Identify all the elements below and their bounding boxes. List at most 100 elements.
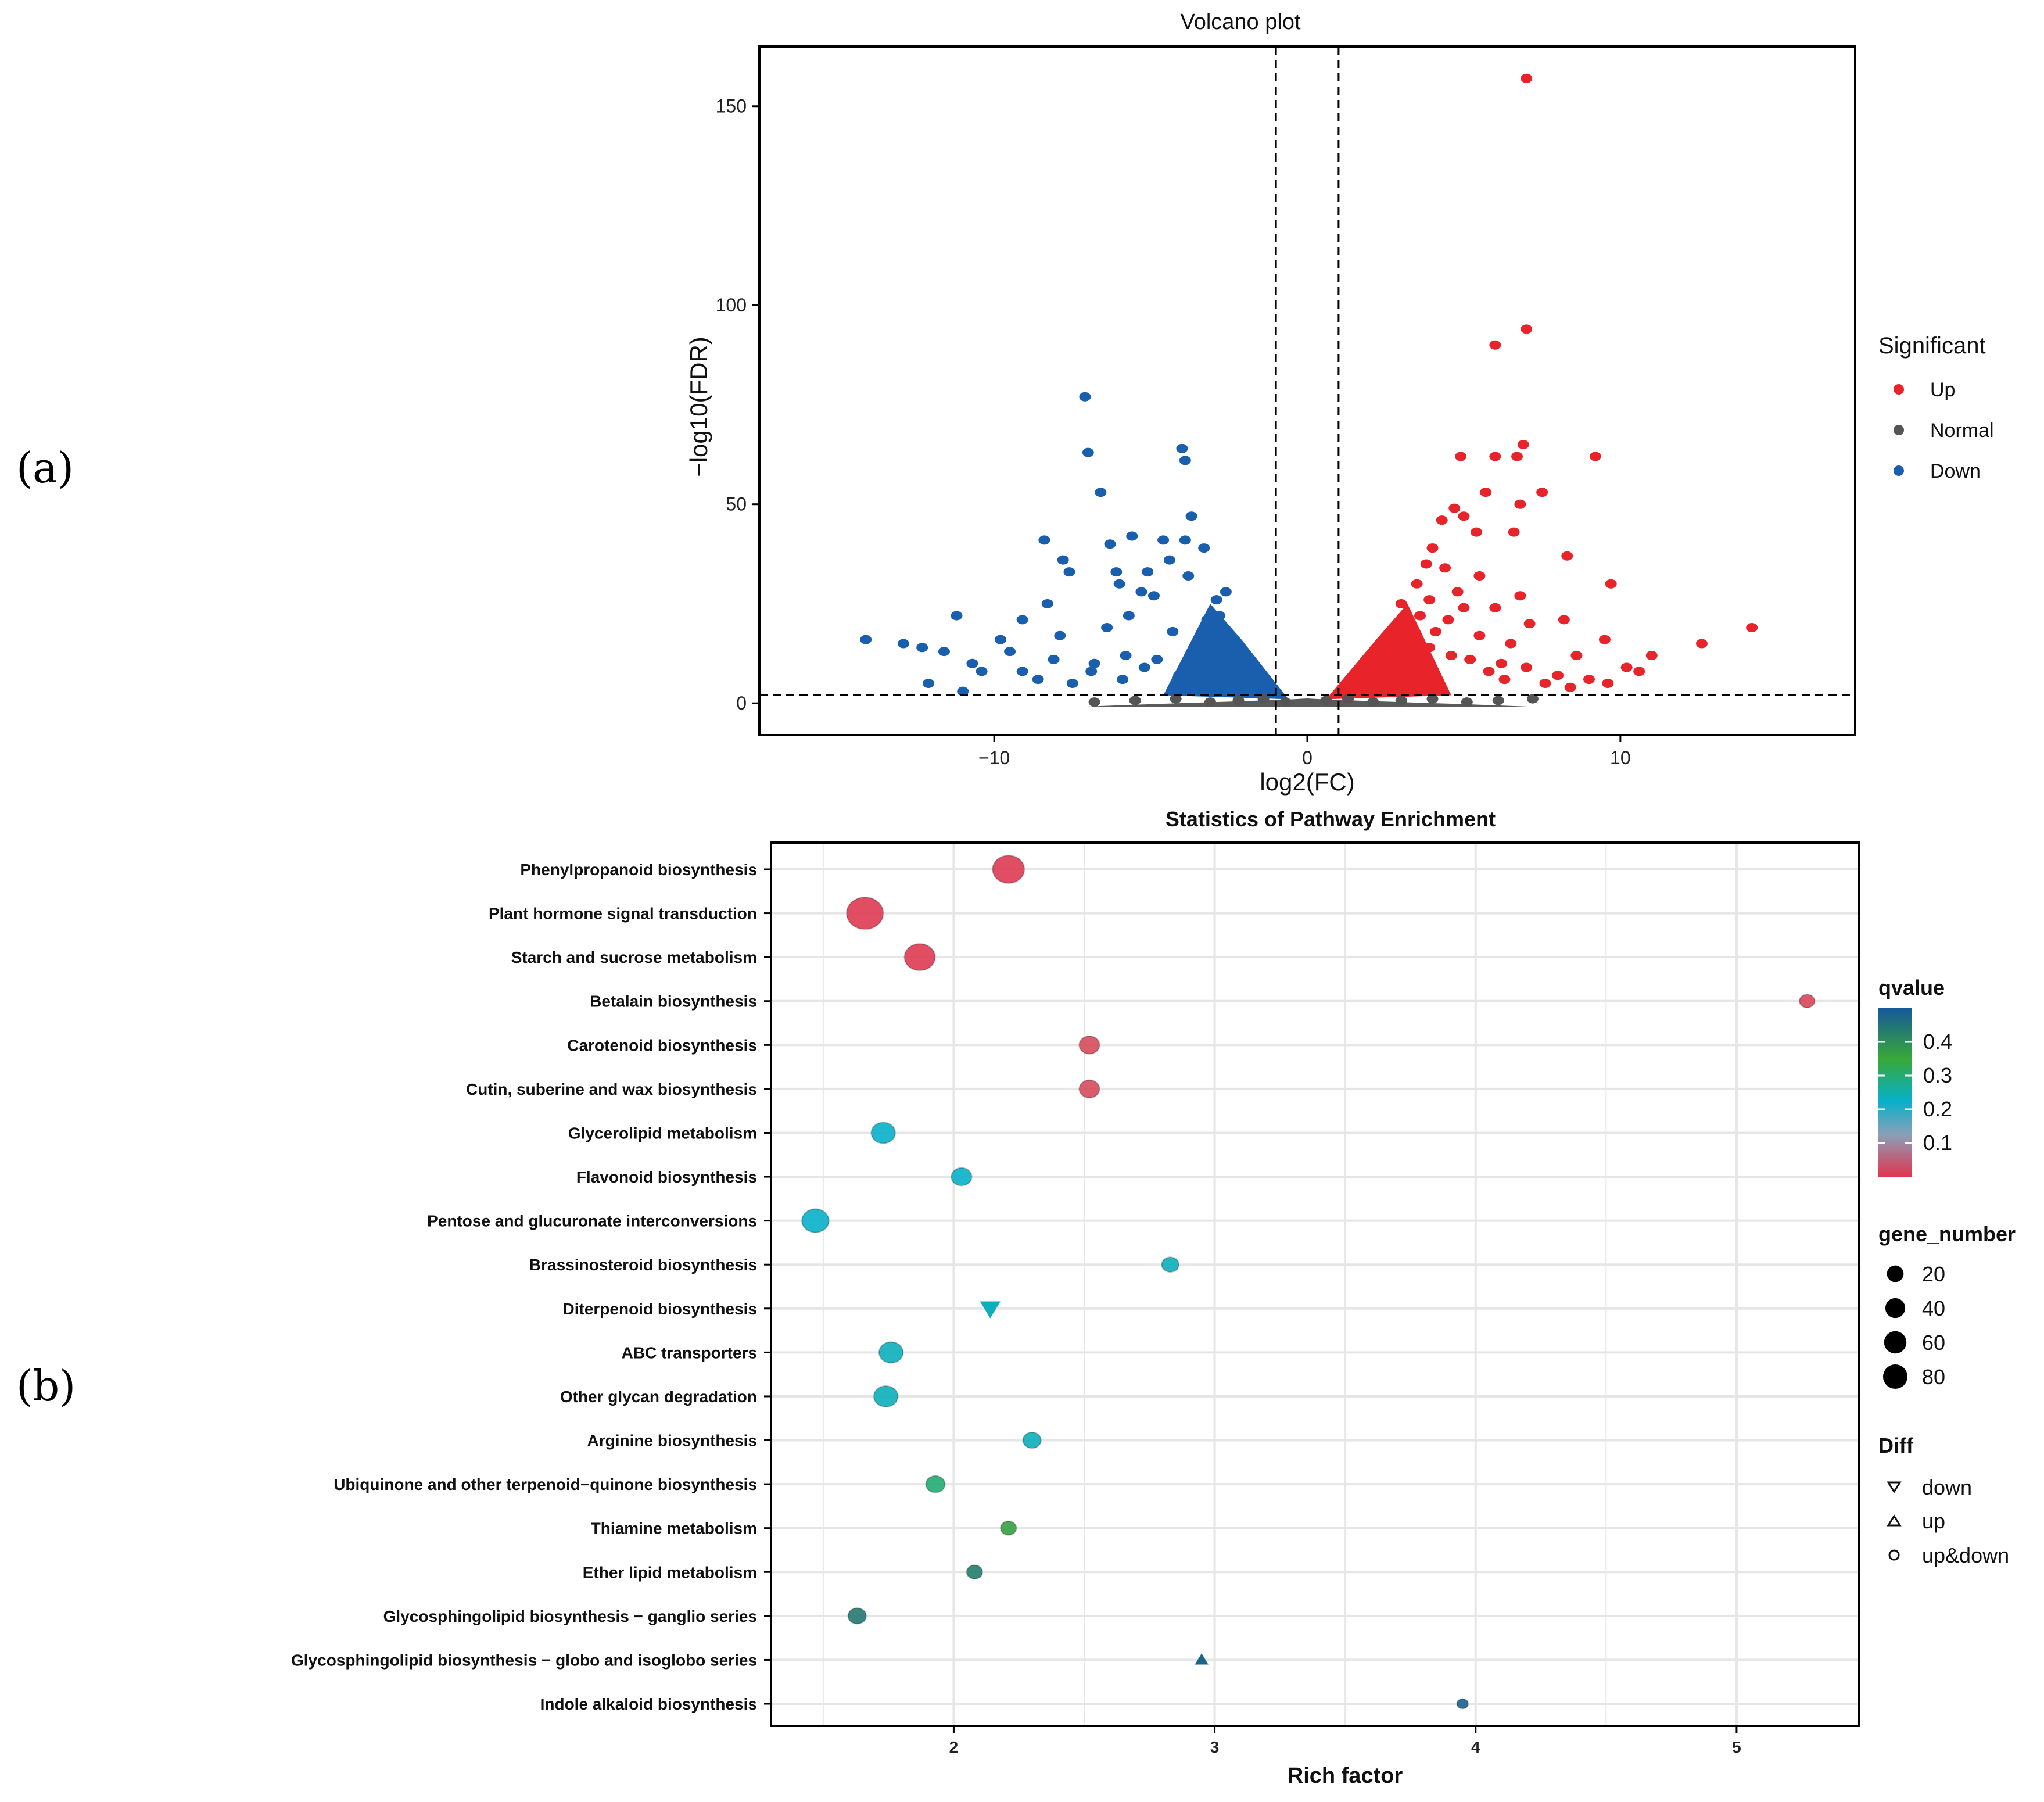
volcano-point-up bbox=[1561, 551, 1573, 561]
gene-number-label: 20 bbox=[1922, 1262, 1945, 1286]
enrichment-category-label: Carotenoid biosynthesis bbox=[567, 1036, 757, 1054]
diff-up-icon bbox=[1887, 1514, 1902, 1527]
volcano-y-tick-label: 100 bbox=[716, 295, 747, 316]
qvalue-tick-label: 0.2 bbox=[1923, 1097, 1952, 1121]
volcano-point-up bbox=[1389, 658, 1401, 668]
enrichment-point-updown bbox=[873, 1385, 899, 1407]
legend-normal-label: Normal bbox=[1930, 420, 1994, 442]
volcano-point-normal bbox=[1204, 697, 1216, 707]
volcano-point-up bbox=[1423, 595, 1436, 605]
volcano-point-down bbox=[1182, 571, 1195, 581]
volcano-point-down bbox=[1104, 539, 1116, 549]
enrichment-category-label: Arginine biosynthesis bbox=[587, 1432, 758, 1450]
volcano-point-up bbox=[1480, 488, 1492, 497]
volcano-point-up bbox=[1445, 651, 1457, 661]
volcano-point-down bbox=[1173, 671, 1185, 680]
qvalue-colorbar bbox=[1878, 1008, 1912, 1177]
enrichment-point-updown bbox=[951, 1167, 973, 1187]
volcano-point-down bbox=[1079, 392, 1091, 402]
volcano-point-normal bbox=[1526, 694, 1539, 704]
enrichment-category-label: Ether lipid metabolism bbox=[583, 1563, 757, 1581]
diff-down-label: down bbox=[1922, 1475, 1972, 1499]
volcano-y-axis-title: −log10(FDR) bbox=[685, 336, 712, 477]
enrichment-point-updown bbox=[847, 1607, 867, 1625]
volcano-point-up bbox=[1517, 439, 1529, 449]
volcano-point-up bbox=[1511, 452, 1523, 461]
normal-genes-band bbox=[1072, 698, 1543, 708]
legend-down-label: Down bbox=[1930, 460, 1981, 482]
volcano-point-down bbox=[1054, 630, 1066, 640]
volcano-point-up bbox=[1498, 675, 1511, 685]
volcano-point-up bbox=[1470, 527, 1482, 537]
enrichment-point-updown bbox=[1022, 1431, 1042, 1449]
volcano-point-up bbox=[1458, 603, 1470, 612]
diff-legend: Diff down up up&down bbox=[1878, 1434, 2009, 1567]
enrichment-point-down bbox=[980, 1301, 1001, 1319]
volcano-point-down bbox=[1088, 658, 1100, 668]
volcano-y-tick-label: 150 bbox=[716, 96, 747, 117]
enrichment-category-label: Cutin, suberine and wax biosynthesis bbox=[466, 1080, 757, 1098]
volcano-point-normal bbox=[1129, 696, 1141, 705]
volcano-point-normal bbox=[1257, 694, 1270, 704]
volcano-threshold-lines bbox=[759, 46, 1855, 735]
volcano-point-up bbox=[1746, 623, 1758, 633]
enrichment-category-label: Betalain biosynthesis bbox=[590, 993, 757, 1011]
volcano-point-up bbox=[1429, 626, 1441, 636]
volcano-point-up bbox=[1508, 527, 1520, 537]
enrichment-point-updown bbox=[966, 1564, 984, 1580]
volcano-point-down bbox=[1063, 567, 1075, 577]
volcano-point-normal bbox=[1426, 694, 1439, 704]
volcano-point-up bbox=[1420, 559, 1432, 569]
volcano-point-down bbox=[1207, 630, 1220, 640]
enrichment-x-axis-title: Rich factor bbox=[1288, 1764, 1403, 1788]
volcano-point-down bbox=[957, 686, 969, 696]
gene-number-size-marker bbox=[1885, 1298, 1906, 1319]
volcano-point-up bbox=[1439, 563, 1451, 573]
volcano-point-up bbox=[1523, 619, 1536, 629]
volcano-legend-title: Significant bbox=[1878, 333, 1986, 359]
volcano-point-up bbox=[1383, 635, 1395, 644]
volcano-point-down bbox=[994, 635, 1006, 644]
volcano-point-up bbox=[1633, 667, 1645, 676]
volcano-point-down bbox=[1123, 611, 1135, 621]
volcano-point-down bbox=[1142, 567, 1154, 577]
volcano-point-down bbox=[1117, 675, 1129, 685]
volcano-point-up bbox=[1558, 615, 1570, 625]
volcano-point-down bbox=[938, 647, 950, 657]
volcano-point-up bbox=[1505, 639, 1517, 649]
volcano-point-down bbox=[1057, 555, 1069, 565]
volcano-point-up bbox=[1536, 488, 1548, 497]
volcano-point-down bbox=[1004, 647, 1016, 657]
volcano-point-up bbox=[1458, 511, 1470, 521]
volcano-point-down bbox=[1157, 535, 1170, 545]
volcano-point-up bbox=[1602, 678, 1614, 688]
volcano-point-down bbox=[1085, 667, 1098, 676]
enrichment-points bbox=[801, 855, 1816, 1710]
volcano-point-up bbox=[1473, 630, 1486, 640]
volcano-point-up bbox=[1598, 635, 1611, 644]
volcano-title: Volcano plot bbox=[1180, 10, 1300, 34]
enrichment-category-label: ABC transporters bbox=[622, 1344, 757, 1362]
volcano-point-down bbox=[1217, 675, 1229, 685]
enrichment-point-updown bbox=[1799, 994, 1816, 1009]
enrichment-plot: Statistics of Pathway Enrichment Phenylp… bbox=[291, 807, 2016, 1788]
enrichment-x-tick-label: 5 bbox=[1732, 1738, 1741, 1756]
enrichment-category-label: Glycosphingolipid biosynthesis − globo a… bbox=[291, 1651, 757, 1669]
enrichment-x-tick-label: 2 bbox=[949, 1738, 959, 1756]
volcano-point-normal bbox=[1170, 694, 1182, 704]
volcano-point-up bbox=[1605, 579, 1617, 589]
volcano-point-up bbox=[1589, 452, 1601, 461]
enrichment-category-label: Other glycan degradation bbox=[560, 1388, 757, 1406]
gene-number-size-marker bbox=[1887, 1265, 1904, 1282]
qvalue-legend: qvalue 0.4 0.3 0.2 0.1 bbox=[1878, 976, 1952, 1177]
volcano-point-up bbox=[1464, 654, 1476, 664]
volcano-y-tick-label: 0 bbox=[736, 693, 747, 714]
volcano-point-down bbox=[1214, 611, 1226, 621]
enrichment-title: Statistics of Pathway Enrichment bbox=[1166, 807, 1496, 831]
enrichment-point-updown bbox=[925, 1475, 946, 1493]
volcano-point-up bbox=[1496, 658, 1508, 668]
enrichment-category-label: Ubiquinone and other terpenoid−quinone b… bbox=[334, 1475, 757, 1493]
volcano-point-down bbox=[1179, 535, 1191, 545]
volcano-point-up bbox=[1521, 73, 1533, 83]
